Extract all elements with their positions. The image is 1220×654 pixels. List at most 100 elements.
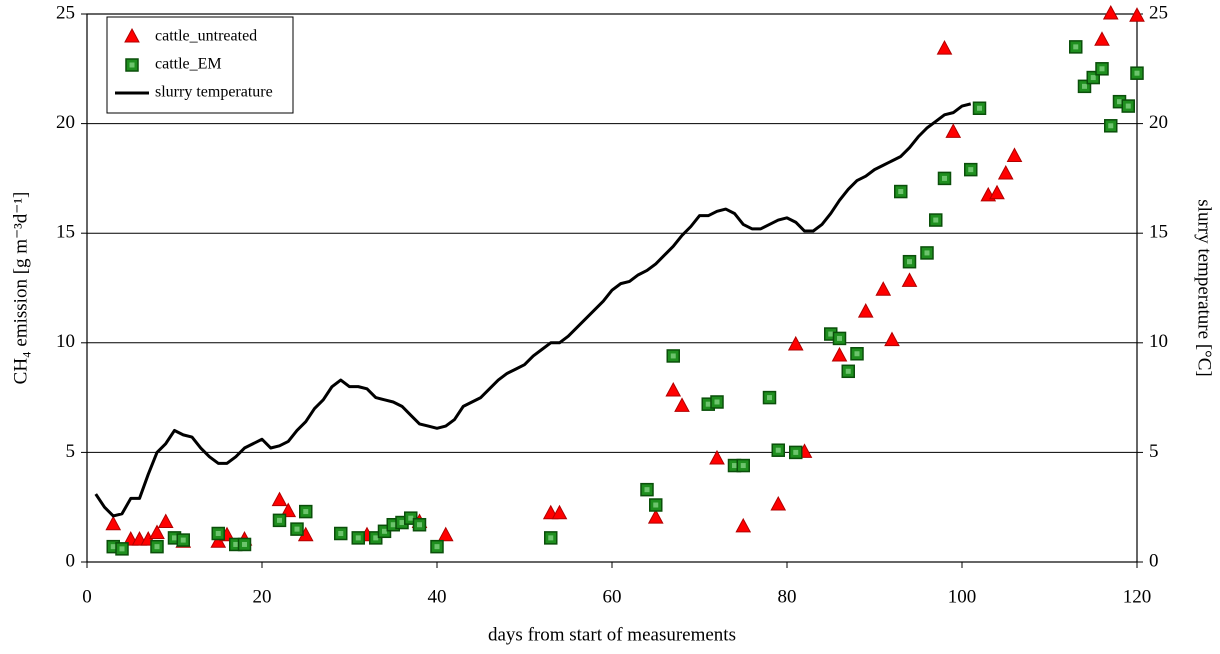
data-point <box>894 184 908 199</box>
data-point <box>762 390 777 405</box>
data-point <box>649 498 663 512</box>
data-point <box>857 303 874 318</box>
data-point <box>157 513 174 529</box>
data-point-inner <box>670 353 676 359</box>
data-point-inner <box>294 526 300 532</box>
data-point <box>920 246 934 260</box>
data-point <box>105 515 122 531</box>
data-point <box>640 482 654 497</box>
data-point-inner <box>714 399 720 405</box>
data-point <box>334 526 348 541</box>
legend-label: slurry temperature <box>155 84 273 101</box>
x-axis-label: days from start of measurements <box>488 624 736 645</box>
y-tick-label: 20 <box>56 112 75 133</box>
data-point <box>1129 7 1145 22</box>
data-point-inner <box>907 259 912 265</box>
data-point <box>544 531 558 545</box>
data-point <box>972 101 987 116</box>
y-tick-label: 0 <box>66 550 76 571</box>
data-point-inner <box>740 463 746 469</box>
data-point-inner <box>180 537 186 543</box>
data-point <box>901 272 918 287</box>
data-point <box>1095 62 1109 76</box>
x-tick-label: 0 <box>82 586 92 607</box>
data-point-inner <box>775 447 781 453</box>
data-point-inner <box>644 487 650 493</box>
x-tick-label: 20 <box>253 586 272 607</box>
data-point-inner <box>408 515 414 521</box>
data-point <box>237 537 252 552</box>
data-point <box>709 449 725 465</box>
data-point <box>850 347 864 361</box>
data-point-inner <box>277 517 282 523</box>
data-point <box>929 213 943 227</box>
data-point <box>211 526 225 541</box>
data-point-inner <box>119 546 125 552</box>
data-point <box>290 522 304 536</box>
x-tick-label: 40 <box>428 586 447 607</box>
y2-tick-label: 25 <box>1149 2 1168 23</box>
data-point <box>1069 40 1083 54</box>
data-point <box>272 513 287 528</box>
data-point <box>647 509 664 524</box>
data-point-inner <box>732 463 737 469</box>
data-point <box>902 254 917 269</box>
y2-tick-label: 20 <box>1149 112 1168 133</box>
data-point-inner <box>1099 66 1105 72</box>
data-point-inner <box>933 217 939 223</box>
data-point <box>412 517 427 532</box>
x-tick-label: 80 <box>778 586 797 607</box>
data-point-inner <box>1134 70 1140 76</box>
data-point <box>841 364 855 379</box>
data-point-inner <box>898 189 904 195</box>
data-point-inner <box>653 502 659 508</box>
y2-tick-label: 0 <box>1149 550 1159 571</box>
data-point-inner <box>828 331 834 337</box>
data-point <box>280 502 297 518</box>
data-point <box>964 162 978 177</box>
data-point-inner <box>548 535 554 541</box>
data-point-inner <box>417 522 422 528</box>
data-point-inner <box>942 175 947 181</box>
data-point-inner <box>242 541 247 547</box>
plot-frame <box>86 13 1138 563</box>
x-tick-label: 120 <box>1123 586 1152 607</box>
data-point-inner <box>968 167 974 173</box>
legend-marker <box>125 58 139 72</box>
x-tick-label: 60 <box>603 586 622 607</box>
data-point <box>884 331 900 347</box>
data-point-inner <box>338 531 344 537</box>
data-point <box>351 531 365 545</box>
data-point-inner <box>793 449 799 455</box>
data-point-inner <box>434 544 440 550</box>
data-point <box>989 184 1005 200</box>
data-point <box>735 517 752 533</box>
data-point-inner <box>1125 103 1131 109</box>
data-point-inner <box>854 351 860 357</box>
data-point-inner <box>977 105 982 111</box>
data-point-inner <box>705 401 711 407</box>
data-point-inner <box>233 541 239 547</box>
data-point-inner <box>1117 99 1122 105</box>
data-point <box>831 346 848 362</box>
y2-axis-label: slurry temperature [°C] <box>1194 199 1215 376</box>
data-point <box>736 458 750 473</box>
data-point <box>789 445 803 460</box>
data-point-inner <box>924 250 930 256</box>
data-line <box>94 102 972 518</box>
data-point <box>1104 119 1118 133</box>
data-point <box>936 40 953 55</box>
legend-marker-inner <box>129 62 135 68</box>
data-point-inner <box>110 544 116 550</box>
data-point <box>937 171 952 186</box>
data-point-inner <box>373 535 379 541</box>
data-point <box>115 542 129 556</box>
data-point-inner <box>303 509 309 515</box>
data-point <box>299 504 313 519</box>
data-point-inner <box>1108 123 1114 129</box>
y-tick-label: 10 <box>56 331 75 352</box>
data-point <box>832 331 847 346</box>
data-point <box>551 504 568 520</box>
